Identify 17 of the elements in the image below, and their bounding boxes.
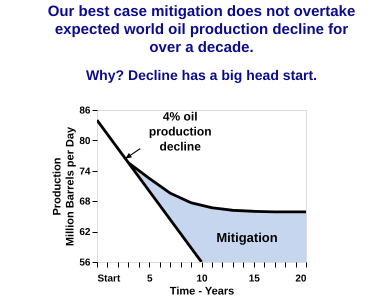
annotation: 4% oil production decline (148, 110, 212, 154)
x-tick-label: Start (98, 274, 121, 284)
x-tick-label: 15 (248, 274, 260, 284)
x-tick-label: 20 (295, 274, 307, 284)
y-tick-label: 62 (79, 227, 91, 238)
chart-subtitle: Why? Decline has a big head start. (86, 67, 318, 83)
annotation: Mitigation (216, 230, 278, 245)
y-tick-label: 56 (79, 258, 91, 268)
y-tick-label: 80 (79, 136, 91, 147)
x-tick-label: 10 (196, 274, 208, 284)
y-tick-label: 74 (79, 166, 91, 178)
chart-title: Our best case mitigation does not overtake expected world oil production decline for over a decade. (48, 3, 356, 56)
x-tick-label: 5 (146, 274, 153, 284)
x-axis-title: Time - Years (170, 286, 234, 298)
y-tick-label: 86 (79, 106, 91, 116)
y-axis-title: Production Million Barrels per Day (51, 126, 76, 246)
y-tick-label: 68 (79, 196, 91, 208)
